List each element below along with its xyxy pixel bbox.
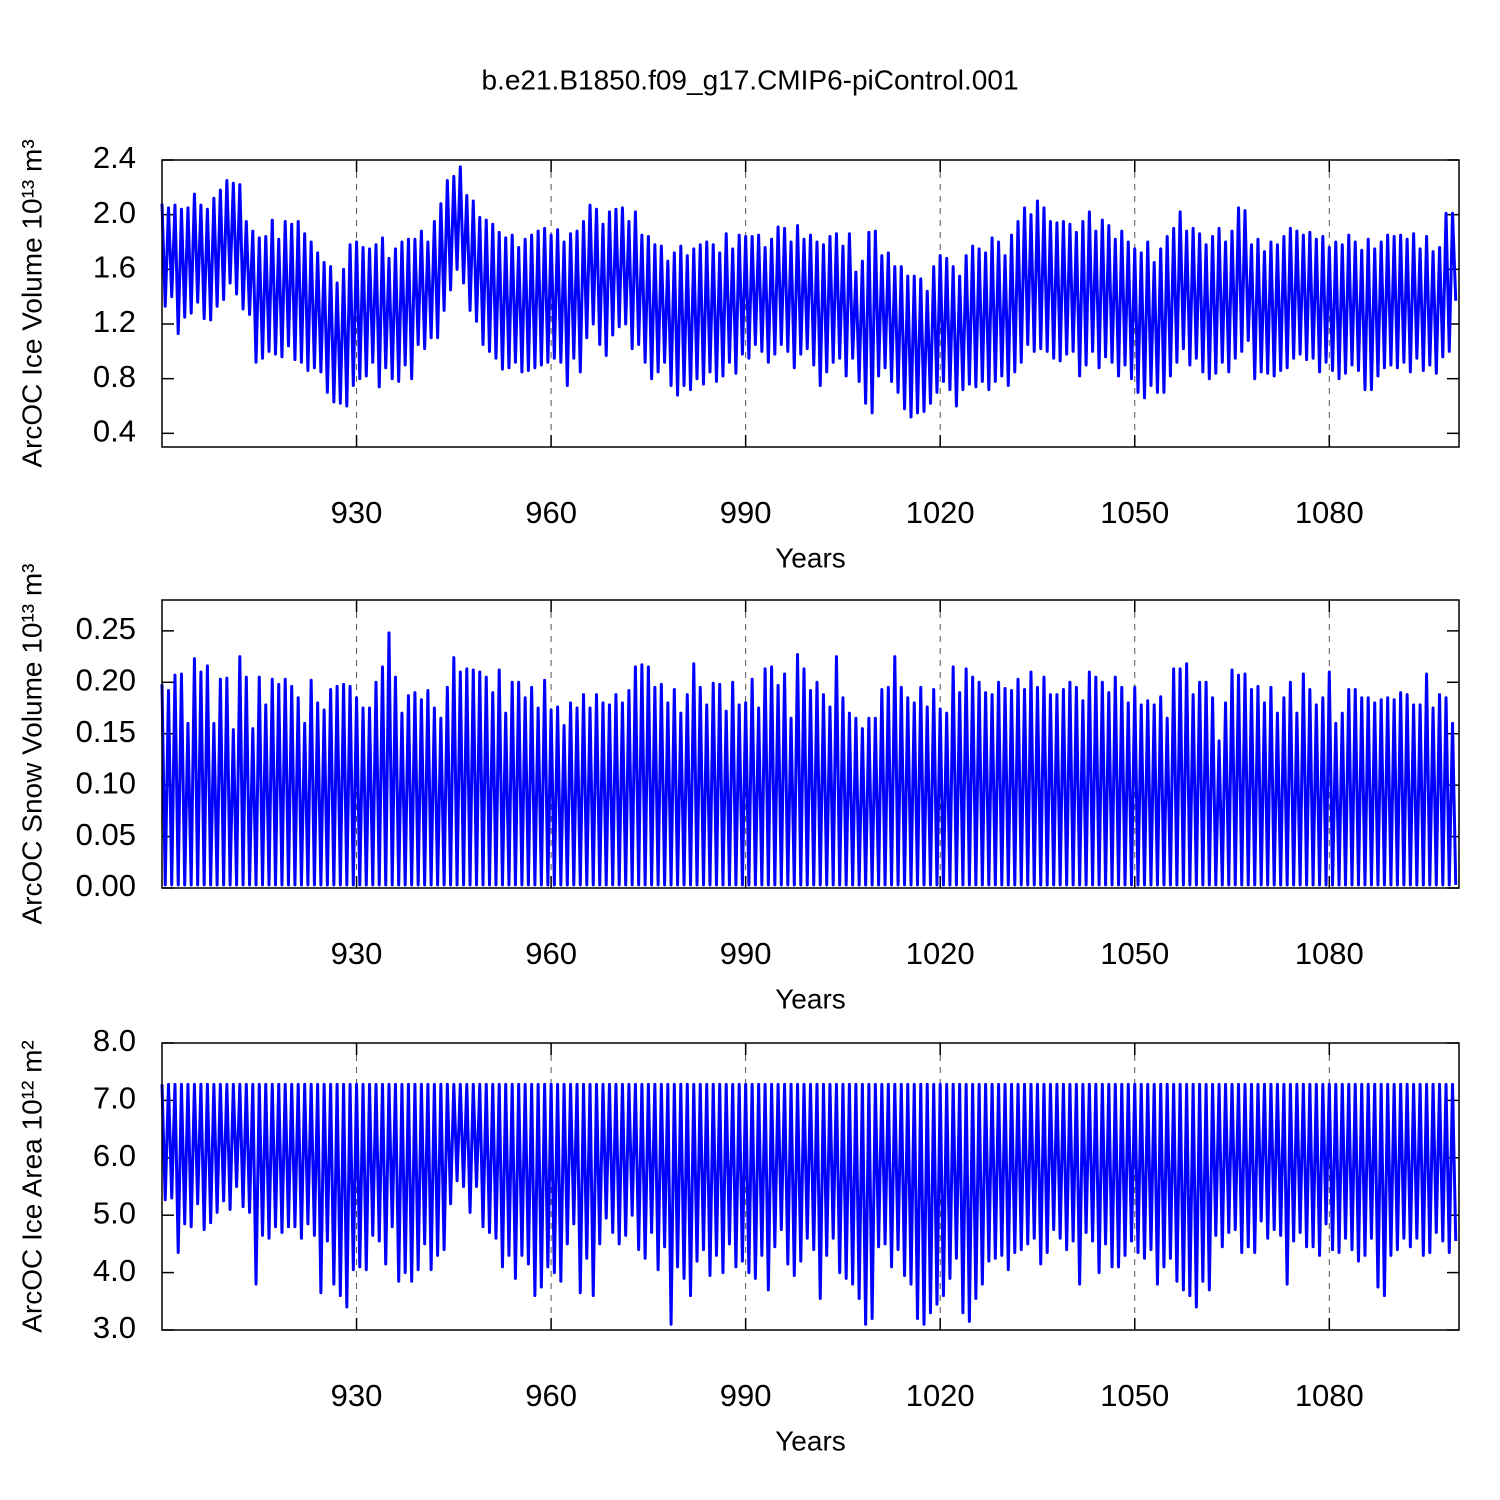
y-tick-label: 0.05 xyxy=(76,817,136,852)
y-axis-title: ArcOC Ice Volume 10¹³ m³ xyxy=(16,139,47,467)
y-axis-title: ArcOC Snow Volume 10¹³ m³ xyxy=(16,564,47,925)
plot-frame xyxy=(161,159,1460,448)
page-title: b.e21.B1850.f09_g17.CMIP6-piControl.001 xyxy=(481,64,1018,95)
x-axis-title: Years xyxy=(775,983,846,1014)
y-tick-label: 0.25 xyxy=(76,611,136,646)
x-axis-title: Years xyxy=(775,542,846,573)
x-tick-label: 990 xyxy=(720,495,772,530)
y-axis-title: ArcOC Ice Area 10¹² m² xyxy=(16,1040,47,1333)
data-line xyxy=(160,631,1458,887)
x-tick-label: 1020 xyxy=(906,495,975,530)
plot-frame xyxy=(161,1042,1460,1331)
y-tick-label: 4.0 xyxy=(93,1253,136,1288)
y-tick-label: 6.0 xyxy=(93,1138,136,1173)
y-tick-label: 0.10 xyxy=(76,765,136,800)
y-tick-label: 0.00 xyxy=(76,868,136,903)
x-tick-label: 1020 xyxy=(906,936,975,971)
x-tick-label: 930 xyxy=(331,495,383,530)
y-tick-label: 5.0 xyxy=(93,1195,136,1230)
y-tick-label: 2.0 xyxy=(93,195,136,230)
y-tick-label: 1.6 xyxy=(93,250,136,285)
x-tick-label: 1050 xyxy=(1100,495,1169,530)
panel: 930 960 990 1020 1050 1080 0.4 0.8 1.2 1.6 2.0 2.4 Y… xyxy=(16,139,1460,573)
x-tick-label: 990 xyxy=(720,936,772,971)
x-tick-label: 930 xyxy=(331,936,383,971)
x-tick-label: 1050 xyxy=(1100,936,1169,971)
y-tick-label: 0.20 xyxy=(76,662,136,697)
data-line xyxy=(160,165,1458,419)
y-tick-label: 3.0 xyxy=(93,1310,136,1345)
x-tick-label: 1050 xyxy=(1100,1378,1169,1413)
panel: 930 960 990 1020 1050 1080 0.00 0.05 0.10 0.15 0.2… xyxy=(16,564,1460,1014)
x-tick-label: 1080 xyxy=(1295,936,1364,971)
plot-frame xyxy=(161,599,1460,889)
x-tick-label: 930 xyxy=(331,1378,383,1413)
y-tick-label: 2.4 xyxy=(93,140,136,175)
y-tick-label: 1.2 xyxy=(93,304,136,339)
y-tick-label: 0.8 xyxy=(93,359,136,394)
y-tick-label: 0.4 xyxy=(93,414,136,449)
x-tick-label: 1080 xyxy=(1295,495,1364,530)
y-tick-label: 7.0 xyxy=(93,1081,136,1116)
panel: 930 960 990 1020 1050 1080 3.0 4.0 5.0 6.0 7.0 8.0 Y… xyxy=(16,1023,1460,1456)
x-tick-label: 960 xyxy=(525,495,577,530)
x-axis-title: Years xyxy=(775,1425,846,1456)
x-tick-label: 1080 xyxy=(1295,1378,1364,1413)
y-tick-label: 0.15 xyxy=(76,714,136,749)
y-tick-label: 8.0 xyxy=(93,1023,136,1058)
x-tick-label: 990 xyxy=(720,1378,772,1413)
data-line xyxy=(160,1082,1458,1326)
x-tick-label: 960 xyxy=(525,936,577,971)
x-tick-label: 1020 xyxy=(906,1378,975,1413)
x-tick-label: 960 xyxy=(525,1378,577,1413)
